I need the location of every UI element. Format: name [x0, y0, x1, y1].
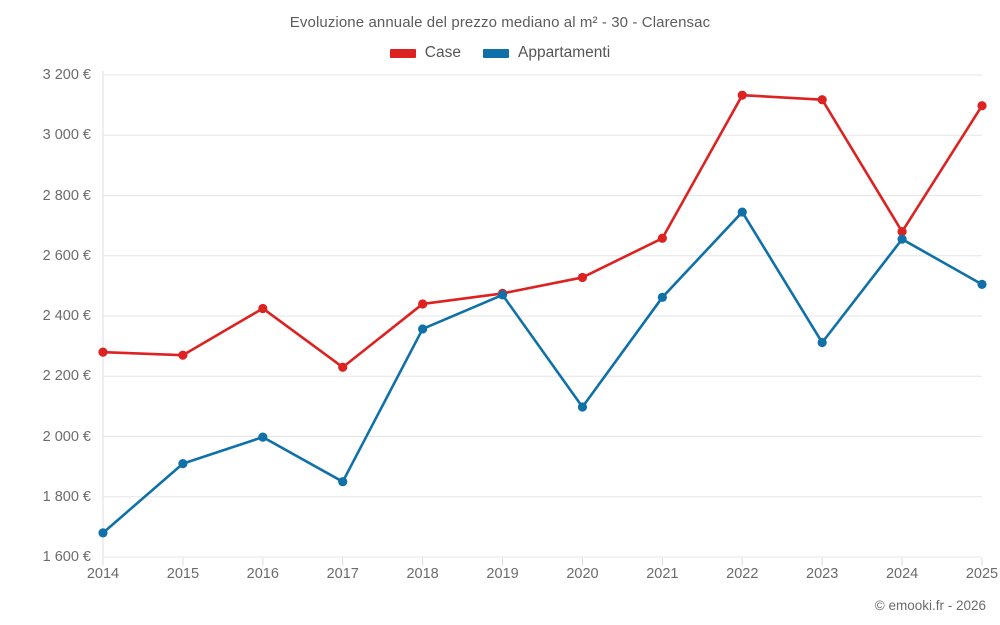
y-axis-tick-label: 2 400 €: [42, 308, 91, 324]
data-point-case-2016[interactable]: [258, 303, 268, 314]
data-point-appartamenti-2025[interactable]: [977, 279, 987, 289]
data-point-appartamenti-2024[interactable]: [897, 234, 907, 244]
data-point-appartamenti-2023[interactable]: [817, 337, 827, 348]
data-point-case-2015[interactable]: [178, 350, 188, 360]
data-point-case-2014[interactable]: [98, 347, 108, 357]
y-axis-tick-label: 3 000 €: [42, 127, 91, 144]
x-axis-tick-label: 2020: [566, 566, 599, 582]
data-point-case-2020[interactable]: [577, 272, 588, 283]
y-axis-tick-label: 3 200 €: [42, 67, 91, 83]
y-axis-tick-label: 1 600 €: [42, 549, 91, 565]
x-axis-tick-label: 2016: [246, 566, 279, 582]
data-point-case-2025[interactable]: [977, 101, 987, 111]
y-axis-tick-label: 2 000 €: [42, 428, 91, 445]
data-point-case-2023[interactable]: [817, 95, 827, 105]
y-axis-tick-label: 2 200 €: [42, 368, 91, 385]
data-point-case-2017[interactable]: [338, 362, 348, 372]
x-axis-tick-label: 2014: [86, 566, 120, 582]
data-point-appartamenti-2019[interactable]: [497, 290, 508, 300]
legend-swatch-appartamenti: [482, 48, 509, 58]
legend-item-appartamenti[interactable]: Appartamenti: [482, 44, 611, 62]
x-axis-tick-label: 2019: [486, 566, 519, 582]
data-point-case-2018[interactable]: [418, 299, 428, 309]
x-axis-tick-label: 2017: [326, 566, 359, 582]
data-point-case-2024[interactable]: [897, 227, 907, 237]
data-point-appartamenti-2016[interactable]: [258, 432, 268, 442]
series-line-appartamenti: [101, 210, 984, 535]
y-axis-tick-label: 2 800 €: [42, 187, 91, 204]
legend-label-case: Case: [424, 44, 461, 61]
legend-label-appartamenti: Appartamenti: [517, 44, 611, 61]
data-point-appartamenti-2022[interactable]: [737, 207, 747, 217]
legend-swatch-case: [389, 48, 416, 58]
data-point-case-2021[interactable]: [657, 233, 667, 243]
y-axis-tick-label: 2 600 €: [42, 247, 91, 264]
footer-credit: © emooki.fr - 2026: [874, 598, 986, 613]
x-axis-tick-label: 2021: [646, 566, 679, 582]
x-axis-tick-label: 2023: [806, 566, 839, 582]
legend-item-case[interactable]: Case: [389, 44, 461, 62]
data-point-appartamenti-2020[interactable]: [577, 402, 588, 412]
data-point-appartamenti-2021[interactable]: [657, 292, 667, 302]
data-point-appartamenti-2014[interactable]: [98, 528, 108, 538]
x-axis-tick-label: 2015: [166, 566, 200, 582]
series-line-case: [101, 93, 984, 369]
data-point-appartamenti-2018[interactable]: [418, 324, 428, 334]
chart-legend: Case Appartamenti: [0, 44, 1000, 62]
x-axis-tick-label: 2022: [726, 566, 759, 582]
data-point-appartamenti-2017[interactable]: [338, 477, 348, 487]
y-axis-tick-label: 1 800 €: [42, 488, 91, 505]
chart-title: Evoluzione annuale del prezzo mediano al…: [289, 14, 711, 31]
x-axis-tick-label: 2018: [406, 566, 439, 582]
x-axis-tick-label: 2024: [885, 566, 919, 582]
data-point-appartamenti-2015[interactable]: [178, 459, 188, 469]
x-axis-tick-label: 2025: [965, 566, 999, 582]
data-point-case-2022[interactable]: [737, 90, 747, 100]
